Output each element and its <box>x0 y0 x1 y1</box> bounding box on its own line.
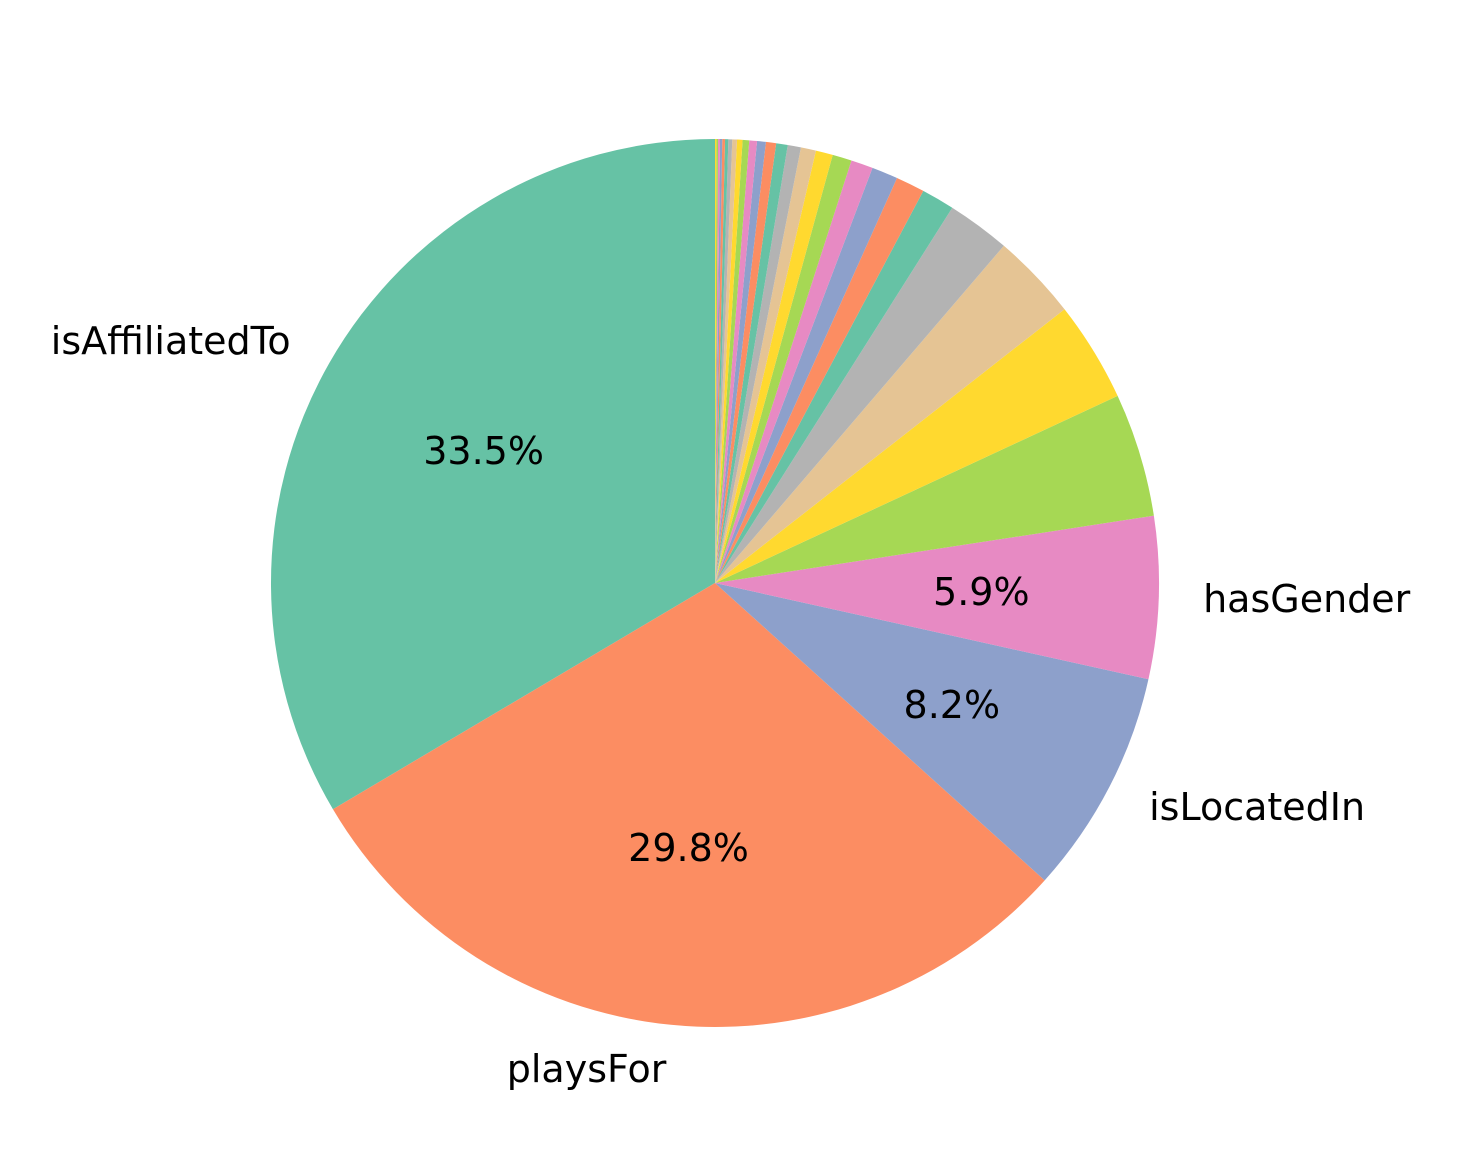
pie-slice-minor-17 <box>715 141 777 583</box>
percent-label-playsFor: 29.8% <box>628 826 749 870</box>
pie-slice-minor-22 <box>715 139 738 583</box>
slices-layer <box>270 138 1159 1028</box>
pie-slice-minor-16 <box>715 143 788 584</box>
percent-label-hasGender: 5.9% <box>933 570 1030 614</box>
pie-slice-minor-21 <box>715 139 743 584</box>
pie-slice-minor-24 <box>715 139 729 584</box>
pie-slice-minor-14 <box>715 147 816 583</box>
pie-slice-minor-4 <box>715 395 1154 583</box>
pie-slice-minor-8 <box>715 190 953 583</box>
pie-slice-hasGender <box>715 515 1159 680</box>
pie-slice-minor-7 <box>715 207 1004 583</box>
pie-slice-minor-9 <box>715 178 924 583</box>
labels-layer: isAffiliatedTo 33.5% playsFor 29.8% isLocate… <box>51 319 1411 1091</box>
pie-slice-minor-28 <box>715 139 719 583</box>
slice-label-hasGender: hasGender <box>1203 577 1411 621</box>
pie-slice-minor-11 <box>715 160 873 584</box>
pie-slice-minor-18 <box>715 141 766 583</box>
pie-slice-minor-27 <box>715 139 721 583</box>
pie-slice-minor-20 <box>715 139 750 584</box>
pie-slice-minor-29 <box>715 138 717 584</box>
pie-slice-minor-13 <box>715 150 833 583</box>
pie-slice-minor-6 <box>715 245 1065 584</box>
pie-slice-minor-26 <box>715 139 723 583</box>
pie-slice-isLocatedIn <box>715 583 1149 881</box>
pie-slice-minor-12 <box>715 154 852 583</box>
pie-slice-playsFor <box>332 583 1045 1028</box>
slice-label-isLocatedIn: isLocatedIn <box>1149 785 1365 829</box>
pie-slice-isAffiliatedTo <box>270 139 715 810</box>
pie-slice-minor-19 <box>715 140 758 583</box>
pie-slice-minor-25 <box>715 139 726 583</box>
pie-slice-minor-23 <box>715 139 733 583</box>
pie-slice-minor-15 <box>715 145 801 583</box>
slice-label-isAffiliatedTo: isAffiliatedTo <box>51 319 291 363</box>
percent-label-isAffiliatedTo: 33.5% <box>423 429 544 473</box>
pie-slice-minor-10 <box>715 167 897 583</box>
slice-label-playsFor: playsFor <box>507 1047 667 1091</box>
percent-label-isLocatedIn: 8.2% <box>904 683 1001 727</box>
pie-slice-minor-5 <box>715 309 1118 583</box>
